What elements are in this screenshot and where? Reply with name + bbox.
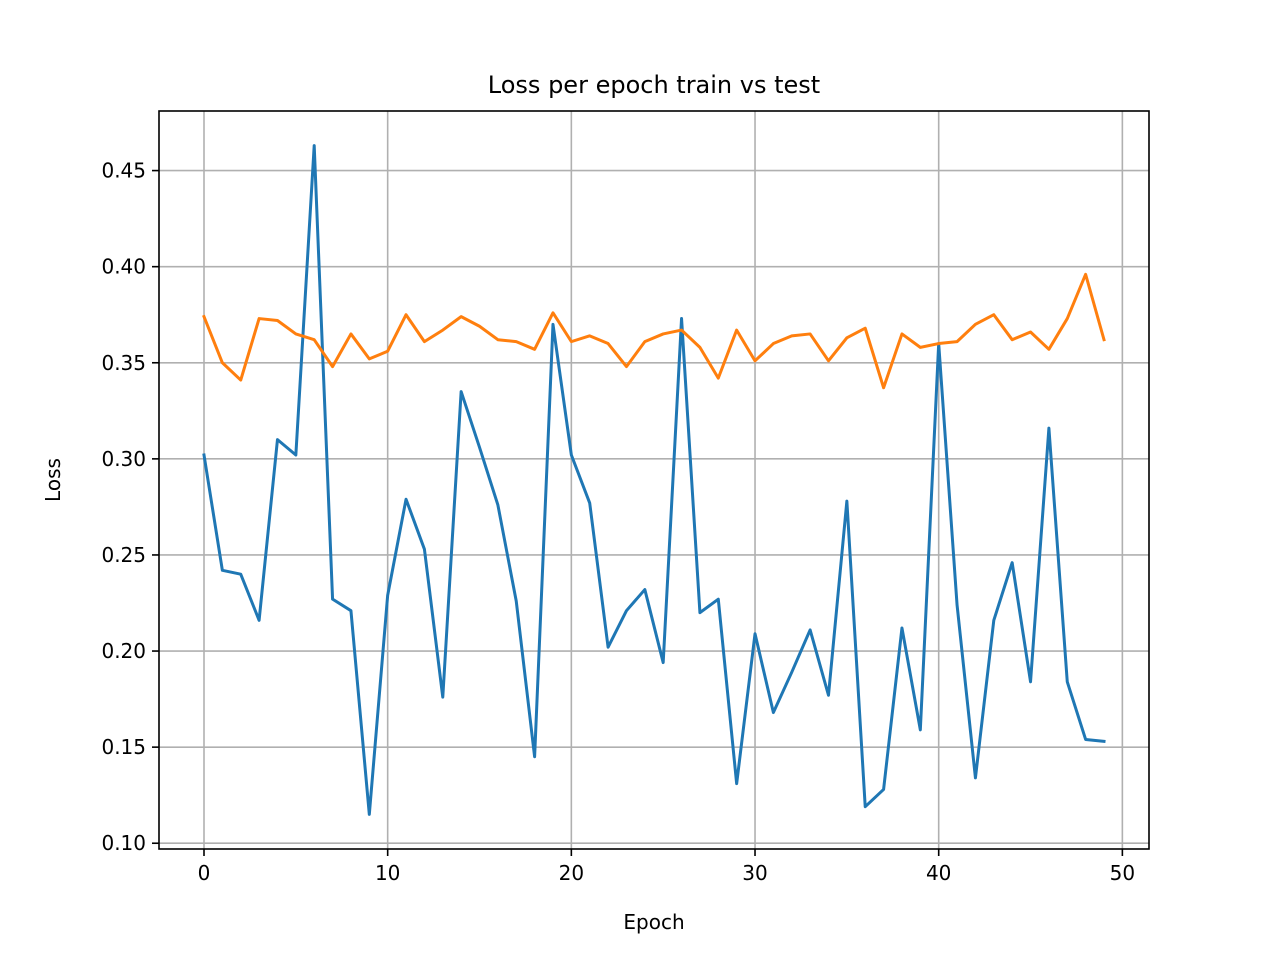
x-tick-label: 20 bbox=[559, 861, 584, 885]
y-tick-label: 0.20 bbox=[101, 639, 146, 663]
y-tick-label: 0.15 bbox=[101, 735, 146, 759]
y-tick-label: 0.30 bbox=[101, 447, 146, 471]
y-tick-label: 0.25 bbox=[101, 543, 146, 567]
plot-frame bbox=[158, 110, 1150, 850]
x-tick-label: 40 bbox=[926, 861, 951, 885]
series-layer bbox=[202, 144, 1106, 816]
y-tick-label: 0.35 bbox=[101, 351, 146, 375]
y-tick-label: 0.10 bbox=[101, 831, 146, 855]
x-tick-label: 10 bbox=[375, 861, 400, 885]
y-tick-label: 0.40 bbox=[101, 255, 146, 279]
y-axis-label: Loss bbox=[41, 458, 65, 502]
x-tick-label: 30 bbox=[742, 861, 767, 885]
chart-title: Loss per epoch train vs test bbox=[488, 71, 820, 99]
x-axis-label: Epoch bbox=[623, 910, 684, 934]
x-tick-label: 50 bbox=[1110, 861, 1135, 885]
x-tick-label: 0 bbox=[198, 861, 211, 885]
y-tick-label: 0.45 bbox=[101, 159, 146, 183]
series-line-1 bbox=[202, 144, 1106, 816]
series-line-2 bbox=[202, 272, 1106, 390]
axis-ticks: 0 10 20 30 40 50 0.10 0.15 0.20 0.25 0.30 0.35 0.40 0… bbox=[101, 159, 1135, 885]
